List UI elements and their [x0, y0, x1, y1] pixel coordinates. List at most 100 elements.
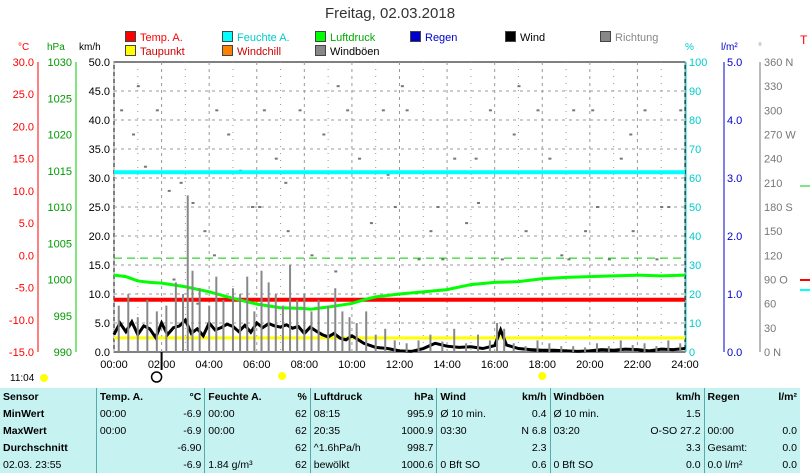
- table-cell: 998.7: [407, 441, 434, 454]
- tick-label-dir: 180 S: [764, 202, 793, 214]
- direction-dot: [643, 109, 647, 112]
- tick-label-hpa: 1020: [48, 130, 72, 142]
- direction-dot: [631, 230, 635, 233]
- direction-dot: [436, 206, 440, 208]
- table-cell: 00:00: [204, 422, 286, 439]
- tick-label-dir: 0 N: [764, 347, 781, 359]
- direction-dot: [132, 133, 136, 136]
- tick-label-kmh: 40.0: [89, 115, 110, 127]
- direction-dot: [667, 206, 671, 208]
- current-time-circle: [150, 371, 163, 383]
- tick-label-dir: 240: [764, 154, 782, 166]
- x-tick-label: 08:00: [291, 359, 319, 371]
- x-tick-label: 12:00: [386, 359, 414, 371]
- direction-dot: [477, 201, 481, 204]
- row-label: Durchschnitt: [3, 441, 68, 454]
- direction-dot: [215, 109, 219, 112]
- col-header: km/h: [676, 390, 701, 403]
- table-cell: 00:00: [204, 405, 286, 422]
- table-row: Durchschnitt -6.90 62 ^1.6hPa/h 998.7 2.…: [0, 439, 800, 456]
- tick-label-dir: 90 O: [764, 275, 788, 287]
- direction-dot: [400, 85, 404, 88]
- tick-label-rain: 4.0: [727, 115, 742, 127]
- direction-dot: [334, 270, 338, 273]
- direction-dot: [346, 109, 350, 112]
- tick-label-pct: 80: [689, 115, 701, 127]
- table-cell: 1.5: [685, 407, 701, 420]
- direction-dot: [386, 173, 390, 176]
- tick-label-kmh: 35.0: [89, 144, 110, 156]
- table-cell: [703, 405, 767, 422]
- col-header: km/h: [521, 390, 547, 403]
- col-header: Windböen: [549, 388, 628, 405]
- legend-swatch: [315, 31, 326, 42]
- legend-swatch: [315, 45, 326, 56]
- axis-header-dir: °: [758, 42, 762, 53]
- direction-dot: [517, 85, 521, 88]
- col-header: Temp. A.: [95, 388, 164, 405]
- status-sun-icon: [40, 374, 48, 382]
- legend-label: Feuchte A.: [237, 32, 290, 44]
- tick-label-rain: 0.0: [727, 347, 742, 359]
- legend-item: Taupunkt: [125, 45, 185, 58]
- tick-label-dir: 150: [764, 226, 782, 238]
- tick-label-temp: -15.0: [9, 347, 34, 359]
- direction-dot: [167, 189, 171, 192]
- status-time: 11:04: [10, 373, 35, 384]
- tick-label-rain: 1.0: [727, 289, 742, 301]
- direction-dot: [500, 258, 504, 261]
- legend-label: Wind: [520, 32, 546, 44]
- direction-dot: [191, 201, 195, 204]
- direction-dot: [393, 206, 397, 208]
- tick-label-temp: 25.0: [13, 89, 34, 101]
- tick-label-hpa: 1030: [48, 57, 72, 69]
- legend-swatch: [222, 31, 233, 42]
- tick-label-temp: 0.0: [19, 250, 34, 262]
- axis-header-pct: %: [685, 42, 694, 53]
- table-cell: ^1.6hPa/h: [309, 439, 385, 456]
- legend-item: Temp. A.: [125, 31, 183, 44]
- sunset-icon: [538, 372, 547, 380]
- sunrise-icon: [278, 372, 287, 380]
- table-cell: 3.3: [685, 441, 701, 454]
- tick-label-hpa: 1010: [48, 202, 72, 214]
- tick-label-hpa: 990: [54, 347, 72, 359]
- legend-item: Regen: [410, 31, 457, 44]
- table-cell: 0.0: [782, 441, 797, 454]
- legend-swatch: [125, 45, 136, 56]
- table-cell: 0.0: [782, 424, 797, 437]
- tick-label-dir: 60: [764, 299, 776, 311]
- direction-dot: [381, 109, 385, 112]
- direction-dot: [660, 206, 664, 208]
- table-cell: Gesamt:: [703, 439, 767, 456]
- direction-dot: [536, 109, 540, 112]
- direction-dot: [143, 165, 147, 168]
- col-header: Wind: [436, 388, 508, 405]
- direction-dot: [203, 230, 207, 233]
- table-cell: 00:00: [95, 405, 164, 422]
- tick-label-temp: 5.0: [19, 218, 34, 230]
- tick-label-rain: 5.0: [727, 57, 742, 69]
- tick-label-hpa: 1005: [48, 238, 72, 250]
- legend-swatch: [505, 31, 516, 42]
- axis-header-kmh: km/h: [79, 42, 101, 53]
- table-cell: [767, 405, 800, 422]
- direction-dot: [336, 85, 340, 88]
- weather-chart: °C hPa km/h% l/m² ° T 30.0 25.0 20.0 15.0 10.0 5.0 0…: [9, 33, 810, 384]
- plot-area: [113, 61, 686, 353]
- table-cell: 62: [295, 407, 307, 420]
- legend-item: Wind: [505, 31, 545, 44]
- tick-label-temp: 15.0: [13, 154, 34, 166]
- tick-label-hpa: 1015: [48, 166, 72, 178]
- direction-dot: [196, 302, 200, 305]
- table-cell: O-SO 27.2: [650, 424, 701, 437]
- axis-header-extra: T: [800, 33, 808, 47]
- tick-label-kmh: 5.0: [95, 318, 110, 330]
- direction-dot: [465, 222, 469, 225]
- tick-label-kmh: 45.0: [89, 86, 110, 98]
- direction-dot: [567, 258, 571, 261]
- direction-dot: [274, 157, 278, 160]
- legend-label: Windchill: [237, 46, 282, 58]
- tick-label-temp: 20.0: [13, 121, 34, 133]
- direction-dot: [607, 258, 611, 261]
